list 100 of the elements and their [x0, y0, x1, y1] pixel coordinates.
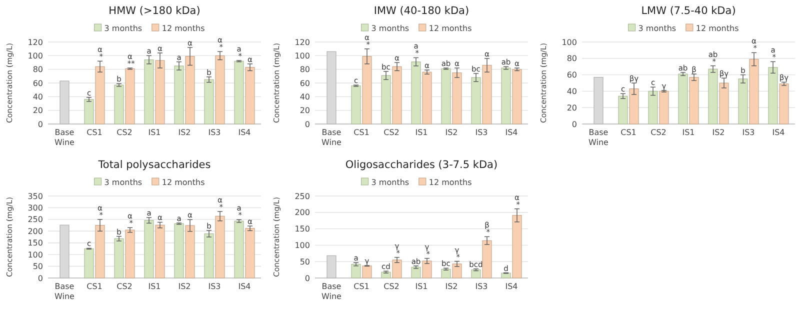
y-tick-label: 250: [28, 215, 43, 224]
y-tick-label: 0: [304, 120, 310, 129]
legend-label: 12 months: [162, 178, 205, 187]
y-tick-label: 100: [28, 250, 43, 260]
x-tick-label: IS1: [415, 128, 428, 137]
y-tick-label: 20: [32, 106, 43, 116]
x-tick-label: IS2: [178, 128, 191, 137]
bar: [125, 230, 135, 278]
chart-title: IMW (40-180 kDa): [374, 5, 470, 17]
legend-label: 3 months: [371, 24, 410, 33]
y-tick-label: 0: [304, 274, 310, 283]
x-tick-label: CS2: [384, 128, 400, 137]
y-tick-label: 0: [38, 274, 43, 283]
x-tick-label: CS1: [86, 282, 102, 291]
bar: [708, 68, 718, 124]
bar: [215, 55, 225, 124]
bar: [512, 69, 522, 124]
x-tick-label: IS3: [475, 282, 488, 291]
bar: [501, 68, 511, 124]
y-tick-label: 20: [300, 106, 310, 116]
bar: [185, 56, 195, 124]
legend-label: 12 months: [162, 24, 205, 33]
bar: [422, 72, 432, 124]
bar: [245, 228, 255, 278]
bar: [452, 264, 462, 278]
bar: [362, 56, 372, 124]
x-tick-label: CS2: [384, 282, 400, 291]
bar: [411, 62, 421, 124]
bar: [648, 90, 658, 124]
y-tick-label: 100: [562, 38, 577, 47]
bar: [215, 216, 225, 278]
legend-label: 12 months: [428, 24, 472, 33]
bar: [381, 75, 391, 124]
bar: [144, 220, 154, 278]
y-tick-label: 20: [566, 103, 577, 112]
bar: [471, 270, 481, 278]
bar: [629, 88, 639, 124]
x-tick-label: Base Wine: [322, 282, 342, 301]
bar: [659, 90, 669, 124]
x-tick-label: IS4: [505, 282, 518, 291]
bar: [84, 99, 94, 124]
bar: [95, 66, 105, 124]
bar: [362, 266, 372, 278]
bar: [411, 266, 421, 278]
bar: [245, 66, 255, 124]
bar: [768, 67, 778, 124]
x-tick-label: CS1: [354, 282, 370, 291]
y-tick-label: 250: [294, 192, 310, 201]
x-tick-label: IS2: [712, 128, 725, 137]
x-tick-label: CS1: [620, 128, 636, 137]
x-tick-label: Base Wine: [322, 128, 342, 147]
y-tick-label: 100: [294, 51, 310, 60]
bar: [719, 82, 729, 124]
y-tick-label: 80: [32, 65, 43, 74]
y-tick-label: 350: [28, 192, 43, 201]
y-tick-label: 50: [32, 262, 43, 272]
x-tick-label: IS4: [505, 128, 518, 137]
x-tick-label: IS1: [148, 282, 161, 291]
bar: [95, 224, 105, 278]
y-tick-label: 0: [572, 120, 577, 129]
bar: [114, 84, 124, 124]
y-tick-label: 120: [294, 38, 310, 47]
x-tick-label: CS2: [116, 128, 132, 137]
y-tick-label: 60: [300, 78, 310, 88]
bar: [125, 68, 135, 124]
bar: [155, 60, 165, 124]
x-tick-label: IS2: [178, 282, 191, 291]
legend-label: 12 months: [696, 24, 739, 33]
bar: [738, 78, 748, 124]
x-tick-label: CS2: [116, 282, 132, 291]
y-tick-label: 200: [294, 208, 310, 218]
y-tick-label: 40: [566, 87, 577, 96]
x-tick-label: IS3: [208, 282, 221, 291]
x-tick-label: Base Wine: [54, 128, 75, 147]
bar: [114, 238, 124, 278]
chart-title: Total polysaccharides: [97, 159, 211, 171]
y-tick-label: 40: [300, 92, 310, 102]
y-tick-label: 40: [32, 92, 43, 102]
y-tick-label: 300: [28, 204, 43, 213]
bar: [392, 260, 402, 278]
bar: [204, 79, 214, 124]
y-tick-label: 200: [28, 226, 43, 236]
x-tick-label: IS4: [238, 282, 251, 291]
bar: [234, 60, 244, 124]
x-tick-label: IS1: [682, 128, 695, 137]
x-tick-label: IS1: [415, 282, 428, 291]
bar: [689, 76, 699, 124]
bar: [234, 220, 244, 278]
legend-label: 3 months: [104, 178, 142, 187]
x-tick-label: IS3: [742, 128, 755, 137]
bar: [452, 72, 462, 124]
x-tick-label: IS4: [238, 128, 251, 137]
bar: [779, 84, 789, 124]
bar: [471, 77, 481, 124]
bar: [441, 68, 451, 124]
legend-label: 3 months: [371, 178, 410, 187]
bar: [144, 59, 154, 124]
x-tick-label: Base Wine: [54, 282, 75, 301]
bar: [482, 64, 492, 124]
bar: [618, 96, 628, 124]
